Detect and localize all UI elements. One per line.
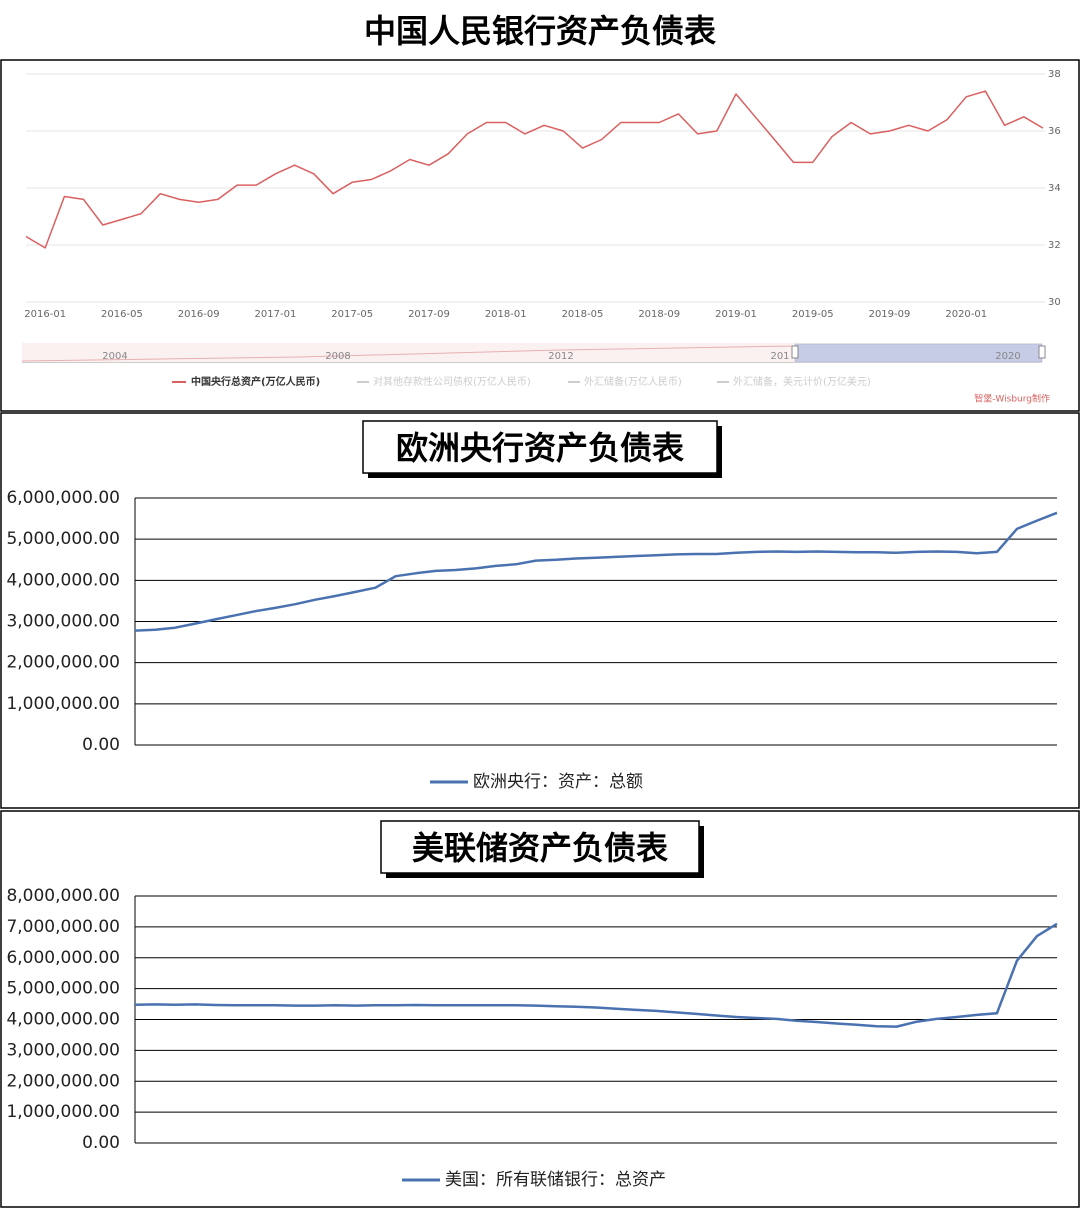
- chart-frame: [0, 810, 1080, 1208]
- series-line: [134, 922, 1058, 1028]
- y-tick-label: 4,000,000.00: [6, 1010, 120, 1030]
- x-tick-label: 2019-01: [715, 309, 757, 320]
- x-tick-label: 2018-01: [485, 309, 527, 320]
- y-tick-label: 6,000,000.00: [6, 488, 120, 508]
- legend-label: 美国：所有联储银行：总资产: [445, 1170, 666, 1190]
- x-tick-label: 2019-09: [869, 309, 911, 320]
- y-tick-label: 36: [1048, 126, 1061, 137]
- source-note: 智堡-Wisburg制作: [974, 393, 1050, 405]
- chart-title: 欧洲央行资产负债表: [396, 429, 684, 467]
- chart-title: 中国人民银行资产负债表: [364, 12, 716, 50]
- series-line: [134, 511, 1058, 632]
- x-tick-label: 2017-01: [255, 309, 297, 320]
- navigator-handle: [791, 345, 799, 359]
- y-tick-label: 5,000,000.00: [6, 529, 120, 549]
- legend-label: 欧洲央行：资产：总额: [473, 772, 643, 792]
- navigator-label: 2012: [548, 351, 573, 362]
- navigator-label: 201: [770, 351, 789, 362]
- y-tick-label: 34: [1048, 183, 1061, 194]
- y-tick-label: 8,000,000.00: [6, 886, 120, 906]
- legend-label: 外汇储备(万亿人民币): [584, 375, 682, 388]
- y-tick-label: 1,000,000.00: [6, 1102, 120, 1122]
- chart-title: 美联储资产负债表: [412, 829, 668, 867]
- x-tick-label: 2017-05: [331, 309, 373, 320]
- y-tick-label: 4,000,000.00: [6, 570, 120, 590]
- navigator-handle: [1038, 345, 1046, 359]
- navigator-label: 2004: [102, 351, 127, 362]
- legend-label: 对其他存款性公司债权(万亿人民币): [373, 375, 531, 388]
- y-tick-label: 7,000,000.00: [6, 917, 120, 937]
- chart-frame: [0, 59, 1080, 412]
- x-tick-label: 2016-01: [24, 309, 66, 320]
- x-tick-label: 2019-05: [792, 309, 834, 320]
- series-line: [25, 90, 1044, 249]
- x-tick-label: 2018-09: [638, 309, 680, 320]
- legend-label: 中国央行总资产(万亿人民币): [191, 375, 320, 388]
- navigator-label: 2020: [995, 351, 1020, 362]
- x-tick-label: 2016-05: [101, 309, 143, 320]
- x-tick-label: 2020-01: [945, 309, 987, 320]
- y-tick-label: 3,000,000.00: [6, 612, 120, 632]
- y-tick-label: 3,000,000.00: [6, 1040, 120, 1060]
- y-tick-label: 38: [1048, 69, 1061, 80]
- y-tick-label: 6,000,000.00: [6, 948, 120, 968]
- y-tick-label: 32: [1048, 240, 1061, 251]
- y-tick-label: 30: [1048, 297, 1061, 308]
- y-tick-label: 0.00: [82, 1133, 120, 1153]
- x-tick-label: 2018-05: [562, 309, 604, 320]
- x-tick-label: 2017-09: [408, 309, 450, 320]
- navigator-label: 2008: [325, 351, 350, 362]
- y-tick-label: 2,000,000.00: [6, 653, 120, 673]
- title-box: [380, 820, 700, 874]
- y-tick-label: 1,000,000.00: [6, 694, 120, 714]
- y-tick-label: 2,000,000.00: [6, 1071, 120, 1091]
- y-tick-label: 0.00: [82, 735, 120, 755]
- title-box: [362, 420, 718, 474]
- x-tick-label: 2016-09: [178, 309, 220, 320]
- chart-frame: [0, 412, 1080, 809]
- legend-label: 外汇储备，美元计价(万亿美元): [733, 375, 871, 388]
- y-tick-label: 5,000,000.00: [6, 979, 120, 999]
